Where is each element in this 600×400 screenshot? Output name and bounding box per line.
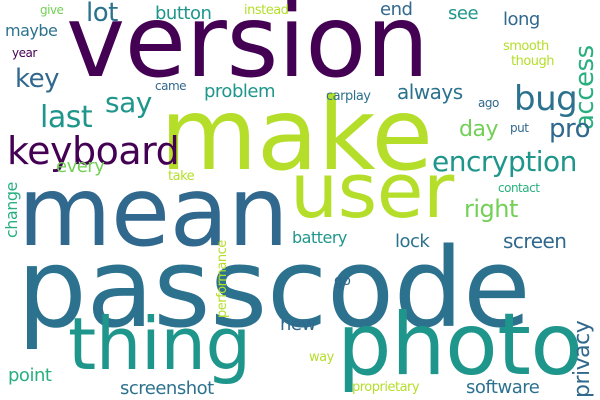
word-change: change [2, 182, 21, 238]
word-every: every [56, 156, 105, 177]
word-version: version [66, 0, 429, 100]
word-lot: lot [86, 0, 118, 28]
word-smooth: smooth [503, 39, 549, 54]
word-make: make [160, 76, 433, 193]
word-screenshot: screenshot [120, 378, 214, 399]
word-contact: contact [498, 181, 540, 195]
word-user: user [290, 146, 454, 235]
word-put: put [510, 121, 529, 135]
word-see: see [448, 3, 479, 24]
word-new: new [280, 314, 316, 335]
word-pro: pro [549, 114, 591, 144]
word-take: take [168, 169, 195, 184]
word-end: end [380, 0, 413, 20]
word-thing: thing [68, 302, 251, 386]
word-encryption: encryption [432, 145, 577, 178]
word-mean: mean [18, 156, 289, 268]
word-bug: bug [514, 79, 578, 119]
word-key: key [15, 64, 60, 94]
word-ago: ago [478, 96, 499, 110]
word-came: came [155, 79, 187, 93]
word-battery: battery [292, 228, 347, 247]
word-last: last [40, 100, 93, 135]
word-day: day [459, 117, 498, 142]
word-passcode: passcode [17, 224, 531, 352]
word-photo: photo [337, 295, 583, 395]
word-maybe: maybe [5, 21, 58, 40]
word-proprietary: proprietary [352, 380, 420, 395]
word-lock: lock [395, 231, 430, 252]
word-screen: screen [503, 229, 567, 253]
word-button: button [155, 3, 212, 24]
word-keyboard: keyboard [7, 129, 180, 173]
word-say: say [105, 86, 152, 119]
word-software: software [466, 377, 540, 398]
word-way: way [309, 350, 334, 365]
word-point: point [8, 365, 52, 386]
word-give: give [40, 3, 64, 17]
word-go: go [334, 273, 351, 289]
word-right: right [464, 195, 518, 223]
word-privacy: privacy [570, 320, 595, 398]
word-long: long [503, 9, 540, 30]
word-always: always [397, 80, 463, 104]
word-carplay: carplay [326, 89, 371, 104]
word-though: though [511, 54, 555, 69]
word-instead: instead [244, 3, 289, 18]
word-year: year [12, 46, 37, 60]
word-problem: problem [204, 81, 275, 102]
word-performance: performance [215, 240, 230, 318]
